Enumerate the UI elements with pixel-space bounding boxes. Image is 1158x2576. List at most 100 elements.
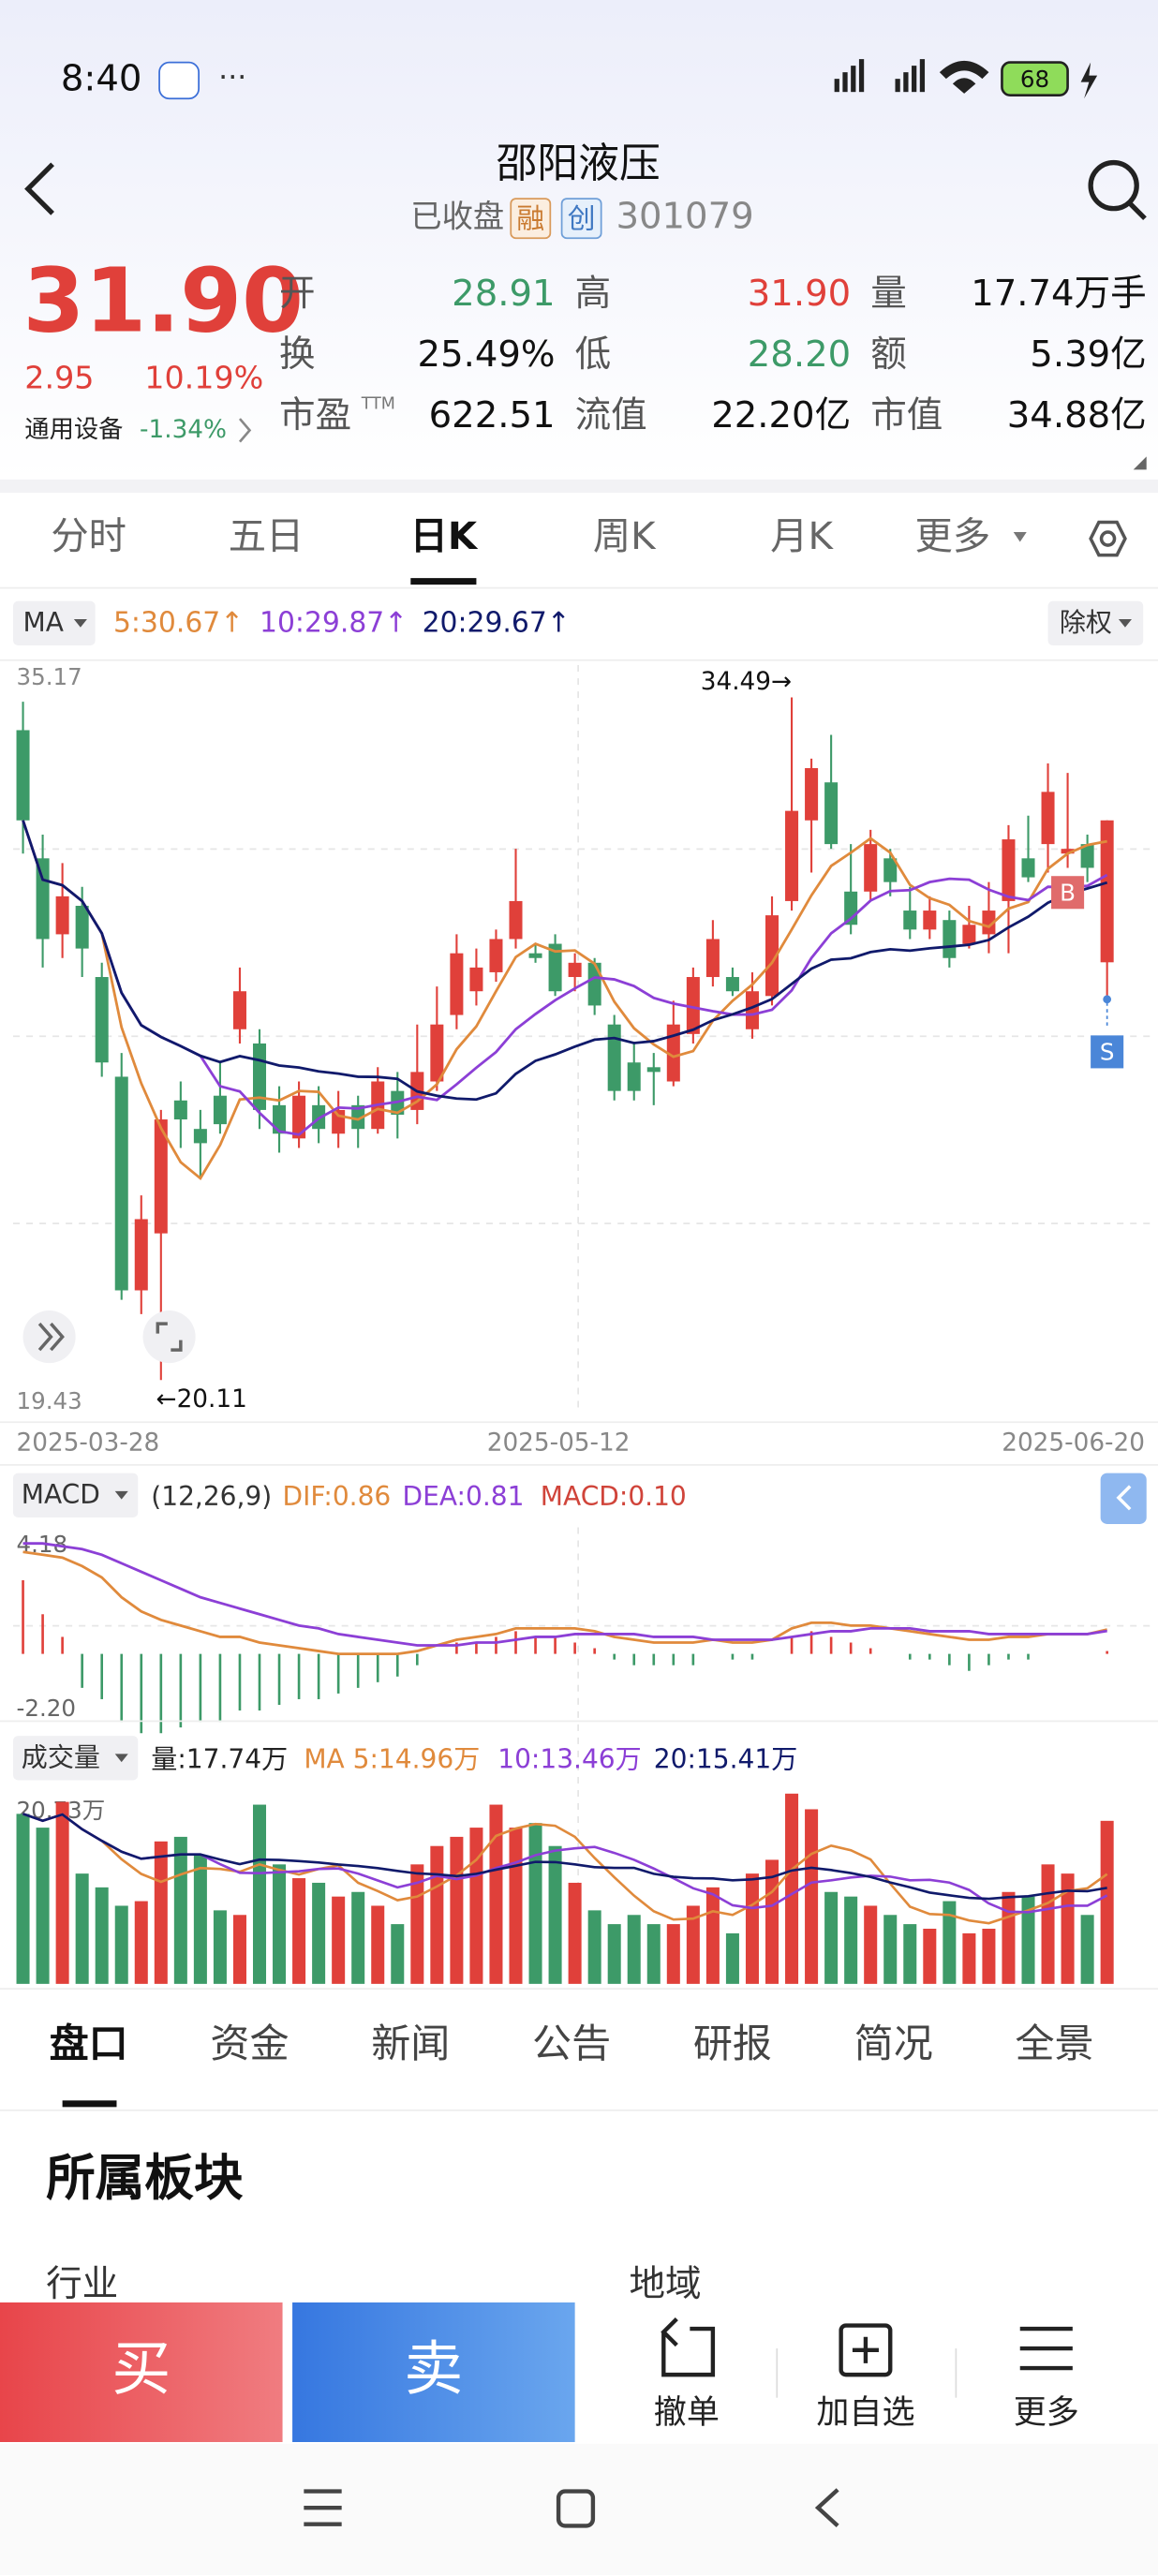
side-tab-icon [1116,1485,1132,1511]
candle-body [1021,858,1035,878]
settings-button[interactable] [1089,520,1127,557]
candle-body [173,1100,187,1120]
volume-bar [725,1932,739,1984]
candle-body [883,858,898,882]
candle-body [134,1219,148,1291]
candle-body [75,905,89,949]
volume-bar [686,1905,700,1984]
volume-bar [430,1845,444,1984]
info-tab[interactable]: 公告 [532,2021,611,2066]
tool-label[interactable]: 更多 [1014,2393,1079,2432]
info-tab[interactable]: 简况 [854,2021,933,2066]
period-tab[interactable]: 日K [410,514,479,558]
candle-body [55,896,69,935]
volume-bar [607,1924,621,1984]
volume-bar [36,1828,50,1984]
clock: 8:40 [61,57,142,99]
candle-body [469,967,483,992]
buy-marker[interactable] [1051,876,1085,910]
ma10-line [22,820,1108,1136]
info-tab[interactable]: 研报 [693,2021,772,2066]
fullscreen-button[interactable] [142,1310,196,1364]
period-tab[interactable]: 更多 [915,514,991,558]
volume-bar [16,1814,30,1984]
volume-bar [312,1882,326,1984]
volume-bar [252,1804,267,1984]
info-tab[interactable]: 新闻 [371,2021,450,2066]
volume-bar [1080,1915,1094,1984]
volume-bar [805,1809,819,1984]
adjust: 除权 [1060,607,1112,638]
candle-body [430,1024,444,1082]
dropdown [1013,532,1027,542]
candle-body [16,730,30,821]
volume-bar [745,1873,759,1984]
buy-button[interactable] [0,2302,283,2443]
sell-marker[interactable] [1091,1035,1124,1069]
period-tab[interactable]: 月K [770,514,834,558]
adjust-box[interactable] [1047,600,1144,646]
period-tab[interactable]: 分时 [51,514,126,558]
tab-underline [62,2100,117,2108]
period-tab[interactable]: 五日 [229,514,304,558]
back-button[interactable] [24,162,54,215]
side-tab[interactable] [1100,1473,1147,1524]
field-label: 高 [575,273,612,315]
sell-button[interactable] [292,2302,575,2443]
tag-box [510,198,552,240]
tool-icons [661,2317,1073,2377]
info-tab[interactable]: 盘口 [50,2021,128,2066]
candle-body [587,962,601,1006]
candle-body [962,925,976,944]
volume-label: 量:17.74万 [151,1743,288,1774]
y-tick-label: 19.43 [17,1387,82,1414]
volume-bar [1100,1820,1114,1984]
volume-bar [923,1929,937,1984]
x-tick-label: 2025-03-28 [17,1429,160,1458]
dropdown [1118,618,1132,628]
indicator-box[interactable] [13,1736,139,1781]
volume-bar [883,1915,898,1984]
sector-arrow[interactable] [238,418,252,443]
candle-body [332,1109,346,1134]
battery-level: 68 [1020,66,1049,93]
period-tab[interactable]: 周K [593,514,657,558]
dif-label: DIF:0.86 [283,1481,392,1512]
volume-bar [114,1905,128,1984]
volume-bar [627,1915,641,1984]
high-annotation: 34.49→ [701,668,792,696]
search-button[interactable] [1088,159,1139,212]
volume-bar [903,1924,917,1984]
indicator-box[interactable] [13,1473,139,1517]
field-label: 额 [870,333,907,376]
info-tabs: 盘口 资金 新闻 公告 研报 简况 全景 [50,2021,1094,2108]
stock-code: 301079 [616,196,753,238]
indicator-box[interactable] [13,600,96,646]
tool-label[interactable]: 加自选 [816,2393,914,2432]
settings-dot [1099,530,1117,547]
info-tab[interactable]: 资金 [210,2021,289,2066]
field-label: 量 [870,273,907,315]
buy-marker-label: B [1060,880,1076,907]
info-tab[interactable]: 全景 [1015,2021,1093,2066]
candle-body [252,1043,267,1110]
tool-label[interactable]: 撤单 [654,2393,720,2432]
candle-body [114,1076,128,1291]
volume-bar [1002,1891,1016,1984]
volume-bar [785,1793,799,1984]
candle-body [686,977,700,1034]
tag-box [560,198,602,240]
candle-body [292,1095,306,1139]
field-label: 低 [575,333,612,376]
volume-bar [943,1901,957,1984]
nav-icons[interactable] [304,2488,839,2528]
volume-bar [173,1836,187,1984]
candle-body [154,1119,168,1234]
candle-body [805,768,819,821]
field-value: 28.20 [748,333,851,376]
candle-body [1100,820,1114,963]
dif-line [22,1550,1107,1655]
volume-bar [548,1845,562,1984]
